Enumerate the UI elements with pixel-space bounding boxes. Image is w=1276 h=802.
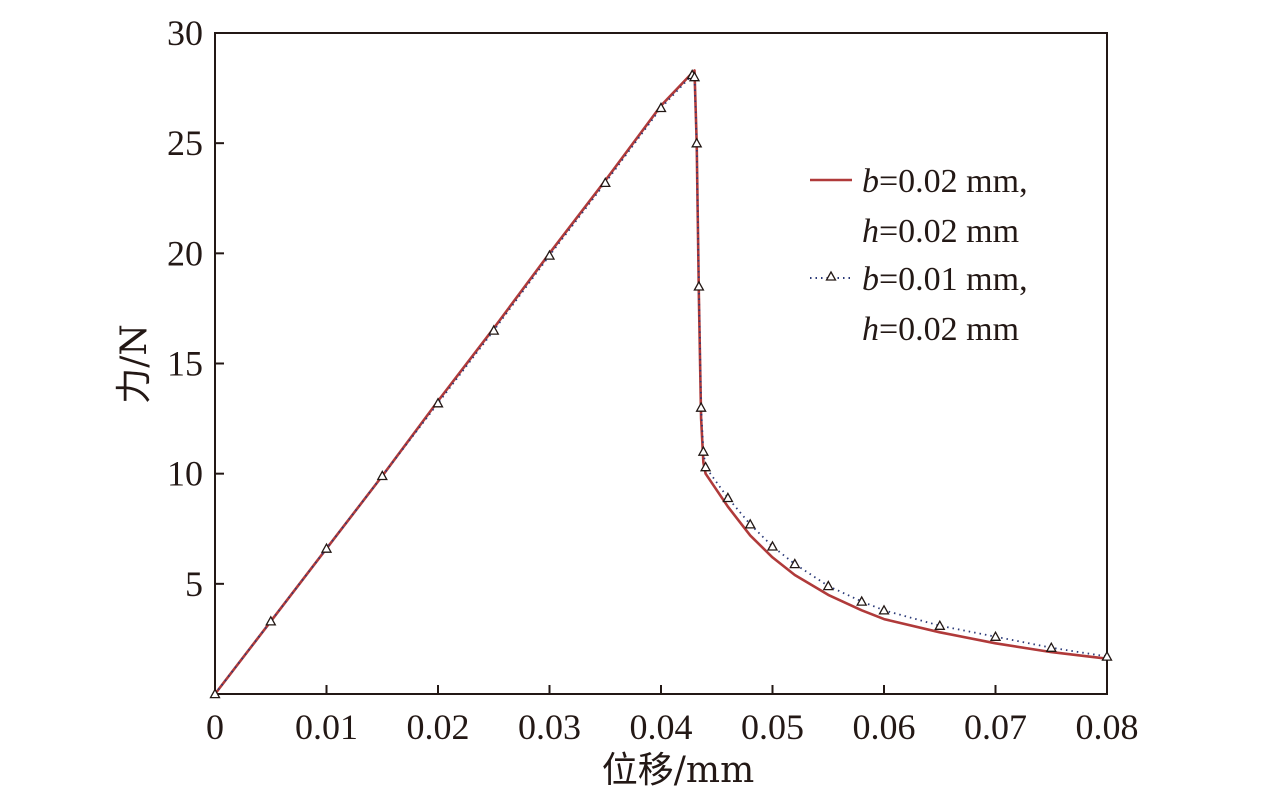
series-2-point	[1101, 650, 1113, 661]
x-tick-label: 0.04	[630, 707, 693, 747]
x-tick-label: 0.06	[853, 707, 916, 747]
y-tick-label: 15	[167, 344, 203, 384]
x-tick-label: 0.01	[295, 707, 358, 747]
series-2-point	[722, 492, 734, 503]
x-tick-label: 0.07	[964, 707, 1027, 747]
series-2-point	[697, 445, 710, 456]
series-layer	[209, 69, 1113, 699]
plot-frame	[214, 32, 1108, 695]
series-2-point	[934, 619, 946, 630]
y-tick-label: 30	[167, 13, 203, 53]
y-axis-ticks: 5 10 15 20 25 30	[167, 13, 224, 604]
x-axis-label: 位移/mm	[602, 750, 754, 791]
x-tick-label: 0.08	[1076, 707, 1139, 747]
legend-marker-series-2	[825, 270, 837, 281]
legend: b=0.02 mm, h=0.02 mm b=0.01 mm, h=0.02 m…	[810, 163, 1028, 348]
series-2-point	[878, 604, 890, 615]
series-2-point	[1045, 641, 1057, 652]
series-2-point	[989, 630, 1002, 641]
series-2-point	[543, 249, 556, 260]
x-tick-label: 0	[206, 707, 224, 747]
y-tick-label: 5	[185, 564, 203, 604]
x-tick-label: 0.05	[741, 707, 804, 747]
series-1-line	[213, 69, 1108, 695]
y-tick-label: 10	[167, 454, 203, 494]
legend-label-series-1-line2: h=0.02 mm	[862, 213, 1019, 250]
y-tick-label: 20	[167, 233, 203, 273]
series-2-line	[214, 74, 1108, 695]
y-tick-label: 25	[167, 123, 203, 163]
series-2-point	[376, 470, 388, 481]
series-2-point	[691, 137, 703, 148]
plot-area: 0 0.01 0.02 0.03 0.04 0.05 0.06 0.07 0.08 5 10 15 2…	[167, 13, 1139, 747]
series-2-point	[599, 176, 611, 188]
series-2-point	[209, 688, 221, 699]
legend-label-series-1-line1: b=0.02 mm,	[862, 163, 1028, 200]
series-2-point	[320, 542, 333, 553]
x-tick-label: 0.02	[407, 707, 470, 747]
series-2-point	[856, 595, 868, 606]
series-2-point	[744, 518, 756, 529]
series-2-point	[766, 540, 779, 551]
series-2-point	[655, 102, 667, 113]
series-2-point	[688, 71, 701, 82]
series-2-point	[699, 461, 712, 472]
series-2-point	[488, 324, 500, 335]
x-tick-label: 0.03	[518, 707, 581, 747]
series-2-point	[693, 280, 705, 291]
series-2-point	[822, 580, 834, 591]
series-2-point	[432, 397, 444, 408]
legend-label-series-2-line2: h=0.02 mm	[862, 311, 1019, 348]
series-2-point	[695, 401, 707, 412]
x-axis-ticks: 0 0.01 0.02 0.03 0.04 0.05 0.06 0.07 0.08	[206, 685, 1139, 747]
legend-label-series-2-line1: b=0.01 mm,	[862, 261, 1028, 298]
y-axis-label: 力/N	[114, 324, 155, 404]
series-2-point	[265, 615, 277, 626]
series-2-point	[789, 558, 801, 569]
